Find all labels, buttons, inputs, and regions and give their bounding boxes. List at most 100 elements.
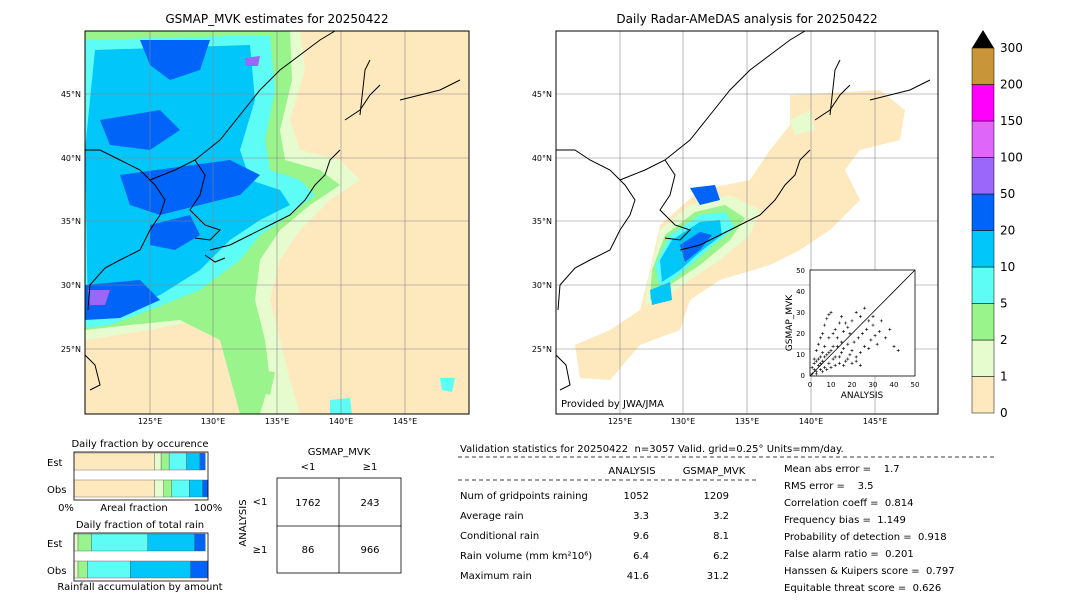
colorbar-label: 100 [1000,151,1023,165]
scatter-point [825,317,829,321]
svg-text:30: 30 [869,381,878,389]
scatter-point [827,351,831,355]
stack-segment [186,452,201,471]
credit-label: Provided by JWA/JMA [561,399,664,410]
svg-text:Conditional rain: Conditional rain [460,531,539,542]
colorbar: 0 1 2 5 10 20 50 100 150 200 300 [971,30,1023,420]
scatter-point [844,359,848,363]
left-lon-labels: 125°E 130°E 135°E 140°E 145°E [138,417,417,426]
validation-scores: Mean abs error = 1.7 RMS error = 3.5 Cor… [784,464,955,594]
scatter-point [875,342,879,346]
svg-text:1052: 1052 [624,491,649,502]
contingency-cell-01: 243 [360,498,379,509]
scatter-point [858,363,862,367]
scatter-point [842,329,846,333]
scatter-x-ticks: 0 10 20 30 40 50 [808,381,920,389]
stack-segment [190,560,209,579]
left-map-frame [84,30,470,415]
svg-text:40: 40 [890,381,899,389]
svg-text:130°E: 130°E [671,417,695,426]
svg-text:8.1: 8.1 [713,531,729,542]
left-grid [85,31,469,414]
contingency-col-lt1: <1 [301,462,316,473]
colorbar-block [971,266,995,304]
scatter-point [888,327,892,331]
scatter-point [837,321,841,325]
right-map-frame [555,30,939,415]
scatter-point [833,355,837,359]
validation-header: Validation statistics for 20250422 n=305… [460,444,844,455]
colorbar-block [971,376,995,414]
colorbar-block [971,193,995,231]
colorbar-label: 200 [1000,78,1023,92]
scatter-point [854,359,858,363]
scatter-point [819,361,822,365]
scatter-point [823,366,827,370]
stack-segment [77,560,88,579]
svg-text:135°E: 135°E [265,417,289,426]
stack-segment [73,533,79,552]
validation-rows: Num of gridpoints raining 1052 1209 Aver… [460,491,729,582]
svg-text:40°N: 40°N [61,154,81,163]
scatter-point [854,355,858,359]
svg-text:10: 10 [827,381,836,389]
scatter-point [879,319,883,323]
contingency-col-title: GSMAP_MVK [308,447,371,458]
right-lat-labels: 45°N 40°N 35°N 30°N 25°N [532,90,552,354]
svg-text:30°N: 30°N [61,281,81,290]
svg-text:30°N: 30°N [532,281,552,290]
scatter-point [858,351,862,355]
colorbar-block [971,230,995,268]
scatter-point [871,323,875,327]
stack-segment [171,479,190,498]
stack-segment [91,533,148,552]
svg-text:False alarm ratio = 0.201: False alarm ratio = 0.201 [784,549,914,560]
svg-text:Num of gridpoints raining: Num of gridpoints raining [460,491,588,502]
scatter-point [850,349,854,353]
scatter-point [863,344,867,348]
svg-text:145°E: 145°E [393,417,417,426]
scatter-point [814,370,818,374]
svg-text:25°N: 25°N [61,345,81,354]
svg-text:25°N: 25°N [532,345,552,354]
svg-text:Frequency bias = 1.149: Frequency bias = 1.149 [784,515,906,526]
scatter-point [829,310,833,314]
scatter-point [867,319,871,323]
scatter-point [840,351,843,355]
svg-text:41.6: 41.6 [627,571,649,582]
stack-segment [73,479,155,498]
stack-segment [202,479,209,498]
svg-text:6.4: 6.4 [633,551,649,562]
contingency-row-lt1: <1 [253,497,268,508]
stack-segment [73,452,155,471]
validation-col-analysis: ANALYSIS [608,466,655,477]
scatter-point [816,357,820,361]
scatter-point [829,366,833,370]
scatter-point [867,346,871,350]
scatter-point [846,325,850,329]
right-lon-labels: 125°E 130°E 135°E 140°E 145°E [608,417,887,426]
rain-label-est: Est [47,539,63,550]
rain-fraction-xlabel: Rainfall accumulation by amount [57,582,222,593]
scatter-point [833,363,837,367]
svg-text:1209: 1209 [704,491,729,502]
scatter-point [858,315,862,319]
scatter-point [884,336,888,340]
contingency-cell-10: 86 [302,545,315,556]
scatter-point [850,319,854,323]
scatter-point [833,327,837,331]
stack-segment [87,560,131,579]
svg-text:Mean abs error = 1.7: Mean abs error = 1.7 [784,464,900,475]
colorbar-block [971,84,995,122]
scatter-point [823,323,827,327]
occurrence-tick-0: 0% [58,503,74,514]
svg-text:Maximum rain: Maximum rain [460,571,532,582]
rain-fraction-frame [73,532,209,582]
left-coastline [85,31,461,391]
scatter-point [821,370,825,374]
stack-segment [194,533,206,552]
inset-scatter: 0 10 20 30 40 50 0 10 20 30 40 50 ANALYS… [785,267,919,401]
svg-text:35°N: 35°N [532,217,552,226]
scatter-point [823,344,827,348]
